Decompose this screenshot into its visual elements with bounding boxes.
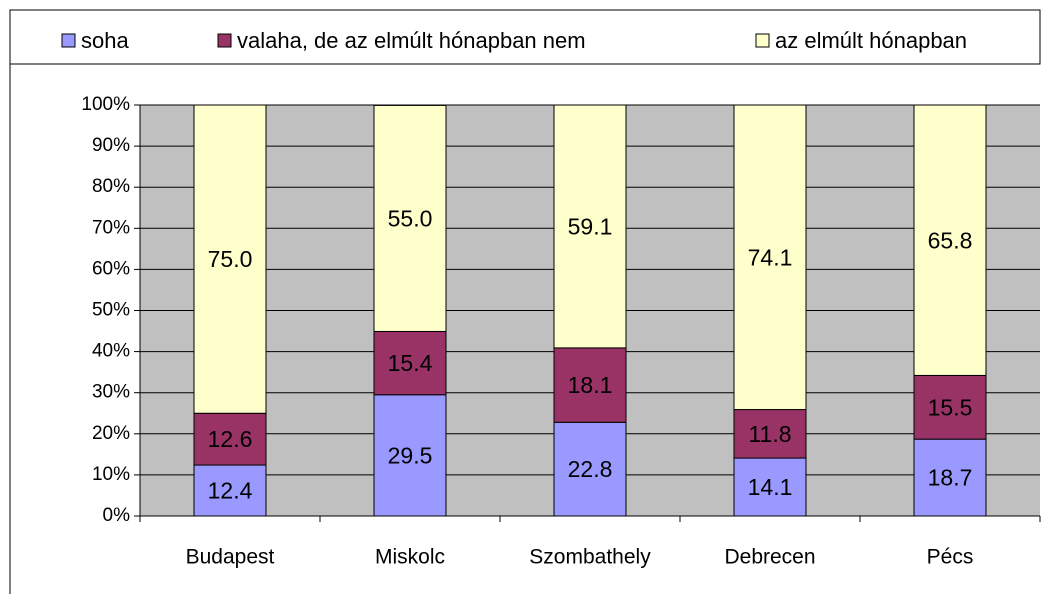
bar-segment [913,374,987,440]
y-tick-label: 40% [92,341,130,362]
y-tick-label: 100% [81,94,130,115]
data-label: 14.1 [748,474,793,500]
bar-segment [913,104,987,376]
bar-segment [733,457,807,517]
data-label: 55.0 [388,206,433,232]
bar-segment [553,104,627,349]
bar-segment [193,412,267,466]
y-tick-label: 10% [92,464,130,485]
legend-swatch [61,33,76,48]
data-label: 29.5 [388,442,433,468]
data-label: 74.1 [748,244,793,270]
y-tick-label: 20% [92,423,130,444]
x-tick-label: Miskolc [375,546,445,569]
legend-label: soha [81,28,129,53]
x-tick-label: Szombathely [529,546,651,569]
x-tick-label: Debrecen [724,546,815,569]
data-label: 15.4 [388,350,433,376]
data-label: 12.4 [208,478,253,504]
data-label: 11.8 [748,421,791,447]
data-label: 22.8 [568,456,613,482]
data-label: 75.0 [208,246,253,272]
legend-box [9,9,1041,65]
legend-label: az elmúlt hónapban [775,28,967,53]
y-tick-label: 30% [92,382,130,403]
data-label: 18.1 [568,372,613,398]
data-label: 59.1 [568,214,613,240]
bar-segment [373,394,447,517]
y-tick-label: 0% [103,505,131,526]
x-tick-label: Pécs [927,546,974,569]
legend-swatch [755,33,770,48]
bar-segment [373,330,447,396]
bar-segment [733,104,807,411]
y-tick-label: 70% [92,217,130,238]
bar-segment [913,438,987,517]
data-label: 15.5 [928,394,973,420]
bar-segment [193,104,267,414]
data-label: 18.7 [928,465,973,491]
legend-label: valaha, de az elmúlt hónapban nem [237,28,586,53]
bar-segment [733,409,807,459]
y-tick-label: 90% [92,135,130,156]
bar-segment [373,104,447,332]
legend-swatch [217,33,232,48]
x-tick-label: Budapest [186,546,275,569]
y-tick-label: 80% [92,176,130,197]
data-label: 12.6 [208,426,253,452]
y-tick-label: 50% [92,300,130,321]
y-tick-label: 60% [92,258,130,279]
bar-segment [193,464,267,517]
data-label: 65.8 [928,227,973,253]
